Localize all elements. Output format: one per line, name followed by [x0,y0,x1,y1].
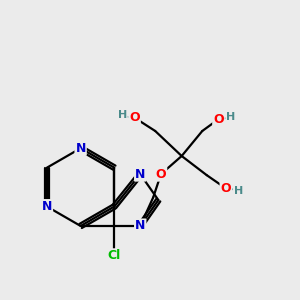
Text: N: N [135,220,146,232]
Text: H: H [118,110,127,120]
Text: N: N [75,142,86,155]
Text: O: O [156,168,166,181]
Text: O: O [129,111,140,124]
Text: O: O [220,182,231,195]
Text: O: O [213,113,224,126]
Text: H: H [234,186,243,196]
Text: Cl: Cl [108,249,121,262]
Text: N: N [42,200,52,213]
Text: H: H [226,112,236,122]
Text: N: N [135,168,146,181]
